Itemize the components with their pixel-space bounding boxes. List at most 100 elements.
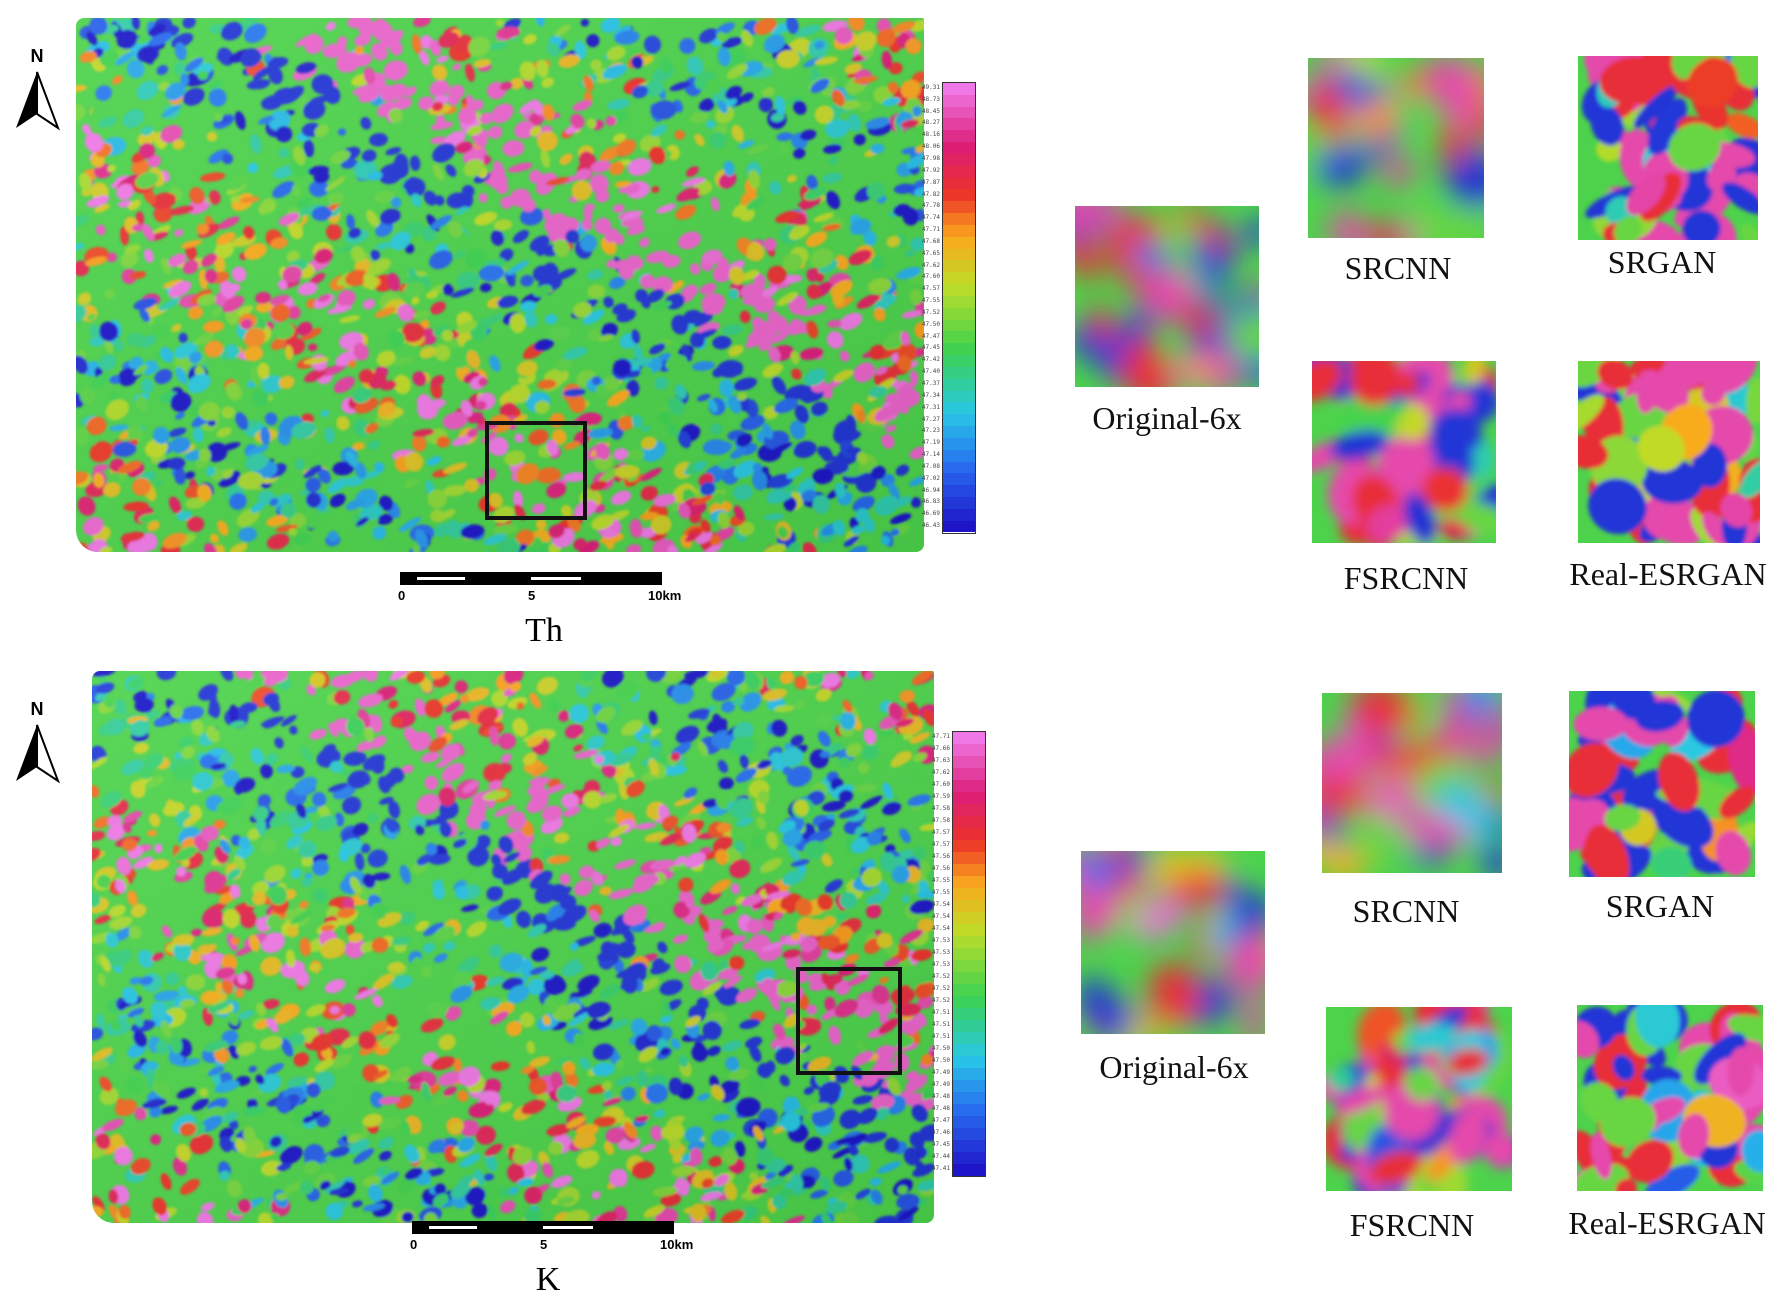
colorbar-tick: 47.65 [921, 249, 940, 257]
k-inset-srcnn [1322, 693, 1502, 873]
colorbar-tick: 47.57 [931, 841, 950, 848]
colorbar-tick: 48.06 [921, 143, 940, 151]
colorbar-tick: 47.47 [931, 1117, 950, 1124]
th-inset-box [485, 421, 587, 520]
colorbar-tick: 47.98 [921, 154, 940, 162]
k-label-srcnn: SRCNN [1352, 893, 1460, 929]
colorbar-tick: 47.54 [931, 925, 950, 932]
scale-tick-5: 5 [540, 1237, 548, 1252]
k-scale-bar: 0 5 10km [410, 1221, 693, 1261]
colorbar-tick: 47.54 [931, 913, 950, 920]
k-label-srgan: SRGAN [1605, 888, 1715, 924]
colorbar-tick: 47.57 [931, 829, 950, 836]
north-label: N [30, 46, 44, 66]
colorbar-tick: 47.41 [931, 1165, 950, 1172]
colorbar-tick: 47.55 [921, 297, 940, 305]
k-inset-real-esrgan [1577, 1005, 1763, 1191]
colorbar-tick: 48.45 [921, 107, 940, 115]
colorbar-tick: 47.74 [921, 214, 940, 222]
th-inset-fsrcnn [1312, 361, 1496, 543]
colorbar-tick: 47.71 [931, 733, 950, 740]
colorbar-tick: 47.49 [931, 1081, 950, 1088]
colorbar-tick: 47.46 [931, 1129, 950, 1136]
k-inset-box [796, 967, 902, 1075]
colorbar-tick: 47.55 [931, 889, 950, 896]
k-map-label: K [535, 1261, 561, 1298]
k-inset-original [1081, 851, 1265, 1034]
colorbar-tick: 46.94 [921, 486, 940, 494]
colorbar-tick: 47.47 [921, 332, 940, 340]
colorbar-tick: 47.53 [931, 937, 950, 944]
colorbar-tick: 47.14 [921, 451, 940, 459]
colorbar-tick: 47.31 [921, 403, 940, 411]
colorbar-tick: 47.52 [921, 308, 940, 316]
colorbar-tick: 47.02 [921, 474, 940, 482]
colorbar-tick: 47.49 [931, 1069, 950, 1076]
k-label-real-esrgan: Real-ESRGAN [1568, 1205, 1766, 1241]
k-map-field [92, 671, 934, 1223]
colorbar-tick: 47.50 [931, 1045, 950, 1052]
colorbar-tick: 47.51 [931, 1009, 950, 1016]
colorbar-tick: 47.58 [931, 817, 950, 824]
colorbar-tick: 47.68 [921, 237, 940, 245]
colorbar-tick: 47.62 [921, 261, 940, 269]
colorbar-tick: 47.52 [931, 973, 950, 980]
colorbar-tick: 47.60 [931, 781, 950, 788]
k-inset-srgan [1569, 691, 1755, 877]
colorbar-tick: 47.82 [921, 190, 940, 198]
colorbar-tick: 47.53 [931, 961, 950, 968]
k-inset-fsrcnn [1326, 1007, 1512, 1191]
scale-tick-0: 0 [398, 588, 406, 603]
colorbar-tick: 47.54 [931, 901, 950, 908]
colorbar-tick: 47.44 [931, 1153, 950, 1160]
north-arrow-icon [16, 71, 61, 131]
colorbar-tick: 47.40 [921, 368, 940, 376]
k-map [92, 671, 934, 1223]
colorbar-tick: 47.23 [921, 427, 940, 435]
scale-tick-10km: 10km [660, 1237, 694, 1252]
north-arrow-icon [16, 724, 61, 784]
north-arrow: N [12, 46, 62, 136]
colorbar-tick: 47.63 [931, 757, 950, 764]
colorbar-tick: 47.48 [931, 1093, 950, 1100]
colorbar-tick: 47.08 [921, 462, 940, 470]
colorbar-tick: 46.83 [921, 498, 940, 506]
colorbar-tick: 47.51 [931, 1033, 950, 1040]
colorbar-tick: 47.51 [931, 1021, 950, 1028]
th-inset-original [1075, 206, 1259, 387]
colorbar-tick: 47.62 [931, 769, 950, 776]
colorbar-tick: 47.56 [931, 853, 950, 860]
scale-tick-10km: 10km [648, 588, 682, 603]
k-panel: N 47.71 47.66 47.63 47.62 47.60 47.59 47.58 47.… [0, 651, 1790, 1302]
th-colorbar-bar [942, 82, 976, 534]
colorbar-tick: 48.27 [921, 119, 940, 127]
colorbar-tick: 47.45 [931, 1141, 950, 1148]
colorbar-tick: 47.19 [921, 439, 940, 447]
colorbar-tick: 47.66 [931, 745, 950, 752]
th-colorbar: 49.31 48.73 48.45 48.27 48.16 48.06 47.98 47.92… [862, 82, 976, 534]
th-label-fsrcnn: FSRCNN [1343, 560, 1469, 596]
th-label-srgan: SRGAN [1607, 244, 1717, 280]
colorbar-tick: 46.43 [921, 522, 940, 530]
th-label-srcnn: SRCNN [1344, 250, 1452, 286]
scale-tick-5: 5 [528, 588, 536, 603]
colorbar-tick: 47.57 [921, 285, 940, 293]
colorbar-tick: 47.56 [931, 865, 950, 872]
colorbar-tick: 46.69 [921, 510, 940, 518]
th-panel: N 49.31 48.73 48.45 48.27 48.16 48.06 47.98 47.… [12, 18, 1767, 649]
colorbar-tick: 47.78 [921, 202, 940, 210]
colorbar-tick: 47.50 [931, 1057, 950, 1064]
colorbar-tick: 47.87 [921, 178, 940, 186]
colorbar-tick: 47.34 [921, 391, 940, 399]
colorbar-tick: 47.53 [931, 949, 950, 956]
colorbar-tick: 47.52 [931, 985, 950, 992]
north-label: N [30, 699, 44, 719]
th-inset-real-esrgan [1578, 361, 1760, 543]
colorbar-tick: 47.71 [921, 226, 940, 234]
scale-tick-0: 0 [410, 1237, 418, 1252]
colorbar-tick: 47.55 [931, 877, 950, 884]
th-map-label: Th [525, 612, 563, 649]
colorbar-tick: 47.27 [921, 415, 940, 423]
th-scale-bar: 0 5 10km [398, 572, 681, 612]
north-arrow: N [12, 699, 62, 789]
